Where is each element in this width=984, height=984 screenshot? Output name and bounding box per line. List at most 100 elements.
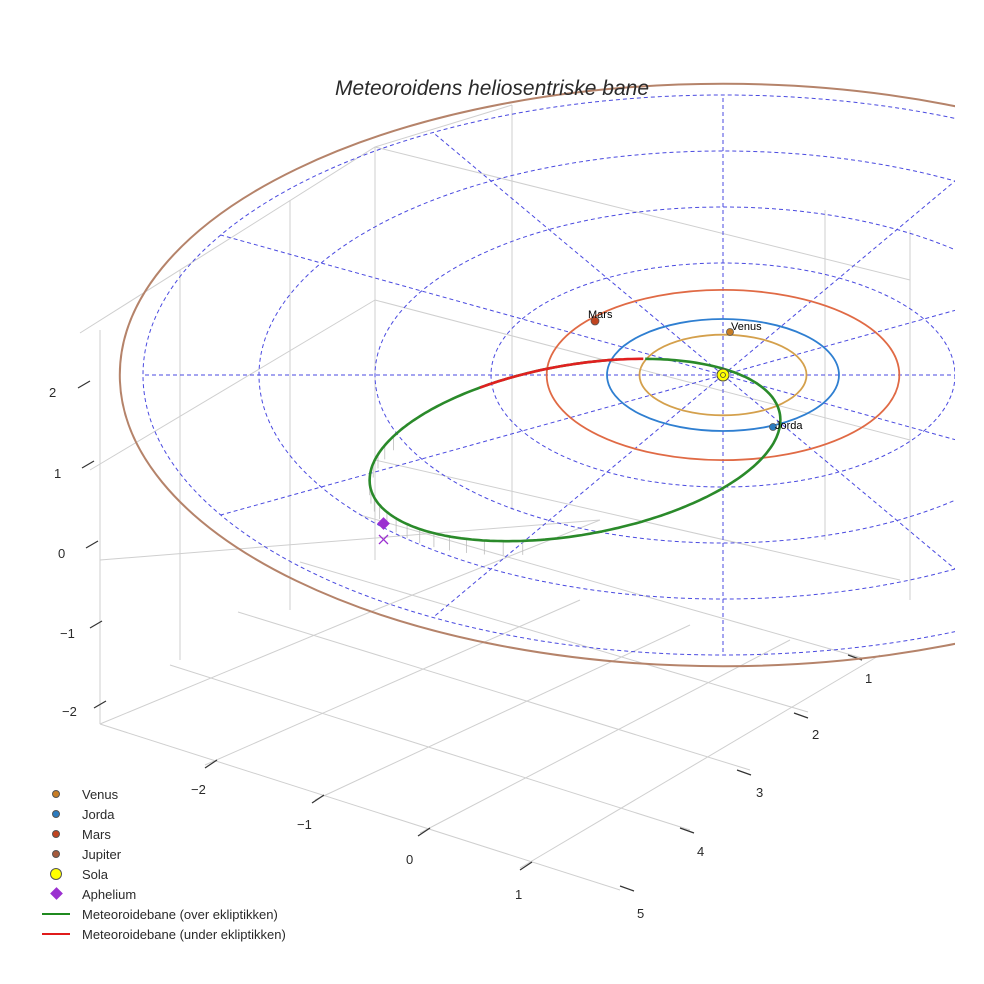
venus-label: Venus (731, 321, 762, 333)
x-axis-tick (204, 759, 218, 769)
x-tick-label: −2 (191, 782, 206, 797)
z-tick-label: −1 (60, 626, 75, 641)
legend-line-icon (38, 924, 74, 944)
y-tick-label: 4 (697, 844, 704, 859)
ecliptic-grid-radial (722, 374, 955, 570)
legend-item[interactable]: Jorda (38, 804, 338, 824)
grid-line (374, 459, 901, 581)
legend-item[interactable]: Mars (38, 824, 338, 844)
x-axis-tick (519, 861, 533, 871)
floor-grid-line (314, 624, 691, 801)
legend-item[interactable]: Aphelium (38, 884, 338, 904)
legend-dot-icon (38, 864, 74, 884)
floor-grid-line (419, 639, 791, 834)
y-tick-label: 5 (637, 906, 644, 921)
legend-dot-icon (38, 784, 74, 804)
z-tick-label: −2 (62, 704, 77, 719)
y-axis-tick (793, 712, 809, 719)
x-axis-tick (417, 827, 431, 837)
y-axis-tick (736, 769, 752, 776)
back-wall-edge (99, 519, 601, 725)
jorda-orbit (606, 318, 840, 432)
z-tick-label: 2 (49, 385, 56, 400)
ecliptic-grid-radial (722, 309, 955, 376)
y-tick-label: 3 (756, 785, 763, 800)
axis-ticks (77, 380, 863, 892)
z-axis-labels: 2 1 0 −1 −2 (49, 385, 77, 719)
sun-marker-core (720, 372, 726, 378)
z-tick-label: 0 (58, 546, 65, 561)
mars-marker (590, 316, 600, 326)
venus-marker (726, 328, 734, 336)
y-tick-label: 1 (865, 671, 872, 686)
legend-label: Meteoroidebane (under ekliptikken) (82, 926, 286, 942)
planet-orbits (118, 82, 955, 668)
floor-grid-line (519, 654, 881, 869)
legend-dot-icon (38, 844, 74, 864)
z-axis-tick (89, 620, 103, 629)
ecliptic-grid-radial (432, 132, 724, 376)
z-axis-tick (77, 380, 91, 389)
meteoroid-orbit-above (368, 357, 782, 543)
legend-diamond-icon (38, 884, 74, 904)
x-axis-tick (311, 794, 325, 804)
venus-orbit (638, 333, 808, 417)
legend-dot-icon (38, 804, 74, 824)
earth-marker (769, 423, 777, 431)
floor-grid-line (359, 514, 863, 659)
y-axis-tick (619, 885, 635, 892)
legend-label: Meteoroidebane (over ekliptikken) (82, 906, 278, 922)
grid-line (89, 299, 376, 471)
ecliptic-grid-circle (374, 206, 955, 544)
aphelium-marker (377, 517, 390, 530)
grid-line (374, 299, 911, 441)
box-grid (79, 104, 911, 891)
legend-label: Venus (82, 786, 119, 802)
meteoroid-orbit (368, 357, 782, 556)
ecliptic-grid-radial (432, 374, 724, 618)
floor-grid-line (299, 561, 809, 713)
z-axis-tick (93, 700, 107, 709)
legend-label: Mars (82, 826, 111, 842)
earth-label: Jorda (775, 420, 803, 432)
ecliptic-grid (142, 94, 955, 656)
x-tick-label: −1 (297, 817, 312, 832)
grid-line (99, 519, 601, 561)
legend-label: Jupiter (82, 846, 122, 862)
legend-label: Sola (82, 866, 109, 882)
legend-item[interactable]: Venus (38, 784, 338, 804)
legend-item[interactable]: Meteoroidebane (over ekliptikken) (38, 904, 338, 924)
aphelium-projection-marker (378, 534, 389, 545)
legend: Venus Jorda Mars Jupiter Sola Aphelium Meteoro… (38, 784, 338, 944)
mars-label: Mars (588, 309, 613, 321)
floor-grid-line (99, 723, 621, 891)
floor-grid-line (237, 611, 751, 771)
z-tick-label: 1 (54, 466, 61, 481)
chart-title: Meteoroidens heliosentriske bane (335, 77, 649, 100)
legend-dot-icon (38, 824, 74, 844)
legend-item[interactable]: Jupiter (38, 844, 338, 864)
ecliptic-grid-radial (220, 234, 724, 376)
legend-label: Jorda (82, 806, 115, 822)
ecliptic-grid-radial (220, 374, 724, 516)
ecliptic-grid-radial (722, 180, 955, 376)
jupiter-orbit (118, 82, 955, 668)
ecliptic-grid-circle (142, 94, 955, 656)
x-tick-label: 1 (515, 887, 522, 902)
floor-grid-line (169, 664, 691, 831)
legend-item[interactable]: Sola (38, 864, 338, 884)
back-wall-edge (79, 104, 513, 334)
x-tick-label: 0 (406, 852, 413, 867)
mars-orbit (545, 288, 901, 462)
z-axis-tick (85, 540, 99, 549)
y-axis-labels: 1 2 3 4 5 (637, 671, 872, 921)
x-axis-labels: −2 −1 0 1 (191, 782, 522, 902)
ecliptic-grid-radial (722, 374, 955, 441)
legend-item[interactable]: Meteoroidebane (under ekliptikken) (38, 924, 338, 944)
sun-marker (716, 368, 730, 382)
legend-label: Aphelium (82, 886, 137, 902)
meteoroid-orbit-below (479, 357, 644, 389)
floor-grid-line (204, 599, 581, 766)
y-tick-label: 2 (812, 727, 819, 742)
